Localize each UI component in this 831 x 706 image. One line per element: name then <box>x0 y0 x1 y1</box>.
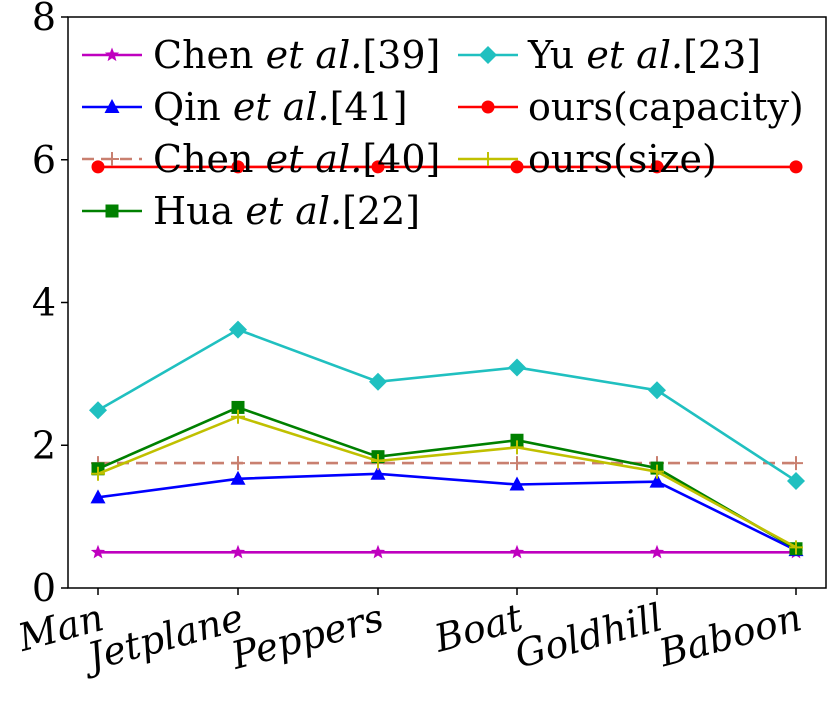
data-point <box>649 544 665 559</box>
legend-label-ref: [40] <box>362 137 440 181</box>
legend-label-italic: et al. <box>266 33 363 77</box>
legend-swatch-marker <box>481 152 495 166</box>
legend-label-main: ours(size) <box>528 137 717 181</box>
legend-label-ref: [22] <box>342 189 420 233</box>
data-point <box>370 544 386 559</box>
data-point <box>650 464 664 479</box>
legend-label-italic: et al. <box>245 189 342 233</box>
legend-label-main: Chen <box>153 33 266 77</box>
legend-entry: ours(size) <box>458 137 717 181</box>
series-line <box>97 406 797 550</box>
legend-entry: Chen et al.[40] <box>82 137 440 181</box>
data-point <box>510 440 524 455</box>
legend-label-italic: et al. <box>233 85 330 129</box>
legend-label-italic: et al. <box>586 33 683 77</box>
legend-label: Yu et al.[23] <box>527 33 761 77</box>
legend-swatch-marker <box>479 46 497 64</box>
x-tick-label: Goldhill <box>510 595 667 676</box>
series-line <box>97 472 797 552</box>
data-point <box>230 470 246 485</box>
y-tick-label: 4 <box>32 281 56 325</box>
data-point <box>371 453 385 468</box>
legend-entry: Chen et al.[39] <box>82 33 440 77</box>
data-point <box>230 544 246 559</box>
legend-swatch-marker <box>481 100 495 114</box>
legend-label: Hua et al.[22] <box>153 189 420 233</box>
legend-entry: ours(capacity) <box>458 85 804 129</box>
legend-label: Chen et al.[39] <box>153 33 440 77</box>
data-point <box>231 400 245 414</box>
y-tick-label: 8 <box>32 0 56 39</box>
legend-swatch-marker <box>104 47 120 62</box>
legend-label: ours(capacity) <box>528 85 804 129</box>
legend-label: Chen et al.[40] <box>153 137 440 181</box>
y-tick-label: 2 <box>32 423 56 467</box>
data-point <box>231 160 245 174</box>
y-tick-label: 6 <box>32 138 56 182</box>
data-point <box>648 381 666 400</box>
legend-swatch-marker <box>105 152 119 166</box>
series-2 <box>91 456 803 471</box>
data-point <box>789 540 803 555</box>
legend-label-ref: [41] <box>330 85 408 129</box>
x-tick-label: Jetplane <box>76 595 248 680</box>
legend-entry: Yu et al.[23] <box>458 33 761 77</box>
x-tick-label: Boat <box>429 595 528 661</box>
series-5 <box>91 160 803 174</box>
data-point <box>91 466 105 481</box>
legend-label-main: ours(capacity) <box>528 85 804 129</box>
series-line <box>97 328 797 483</box>
data-point <box>89 401 107 420</box>
legend-label: Qin et al.[41] <box>153 85 408 129</box>
legend-label-ref: [23] <box>683 33 761 77</box>
legend-label-main: Chen <box>153 137 266 181</box>
data-point <box>510 433 524 447</box>
series-6 <box>91 409 803 555</box>
data-point <box>508 358 526 377</box>
series-0 <box>90 544 804 559</box>
series-layer <box>89 160 805 559</box>
data-point <box>789 456 803 471</box>
data-point <box>231 456 245 471</box>
y-axis: 0 2 4 6 8 <box>32 0 68 610</box>
data-point <box>510 160 524 174</box>
y-tick-label: 0 <box>32 566 56 610</box>
legend: Chen et al.[39]Qin et al.[41]Chen et al.… <box>82 33 804 233</box>
legend-label-ref: [39] <box>362 33 440 77</box>
x-tick-label: Baboon <box>654 595 807 675</box>
series-4 <box>89 320 805 490</box>
data-point <box>649 473 665 488</box>
data-point <box>90 544 106 559</box>
data-point <box>231 409 245 424</box>
legend-label-main: Yu <box>527 33 586 77</box>
legend-label-main: Qin <box>153 85 233 129</box>
data-point <box>509 476 525 491</box>
legend-entry: Qin et al.[41] <box>82 85 408 129</box>
legend-swatch-marker <box>104 99 120 113</box>
data-point <box>510 456 524 471</box>
data-point <box>229 320 247 339</box>
legend-entry: Hua et al.[22] <box>82 189 420 233</box>
x-tick-label: Peppers <box>226 595 388 678</box>
data-point <box>509 544 525 559</box>
data-point <box>650 160 664 174</box>
series-line <box>97 415 797 549</box>
data-point <box>91 160 105 174</box>
legend-label-italic: et al. <box>266 137 363 181</box>
legend-swatch-marker <box>105 204 119 218</box>
legend-label: ours(size) <box>528 137 717 181</box>
series-1 <box>90 465 804 557</box>
data-point <box>787 471 805 490</box>
data-point <box>789 160 803 174</box>
legend-label-main: Hua <box>153 189 245 233</box>
data-point <box>371 160 385 174</box>
data-point <box>90 489 106 504</box>
data-point <box>369 372 387 391</box>
data-point <box>370 465 386 480</box>
